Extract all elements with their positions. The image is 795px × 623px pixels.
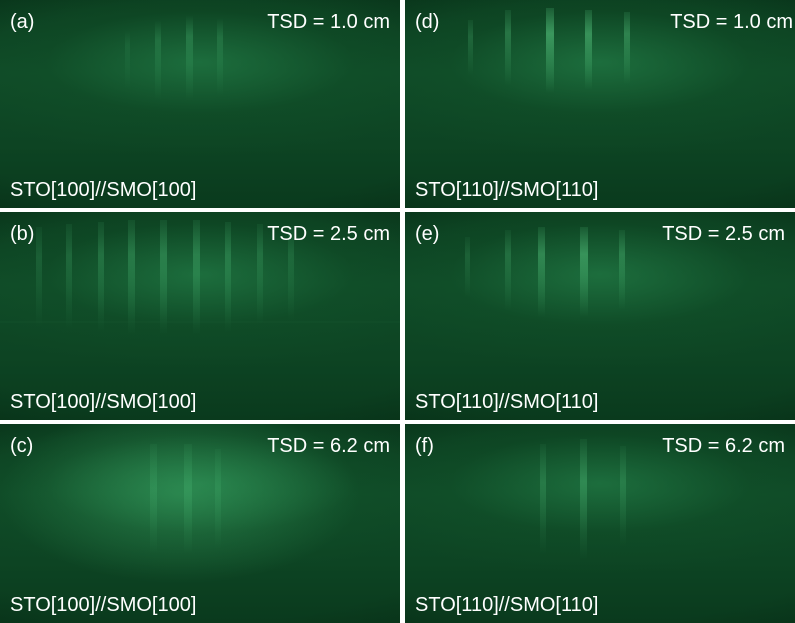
panel-letter: (a) [10,11,35,33]
diffraction-streaks [540,439,626,559]
rheed-panel-d: (d) TSD = 1.0 cm STO[110]//SMO[110] [405,0,795,208]
tsd-label: TSD = 2.5 cm [267,223,390,245]
diffraction-streaks [465,227,625,317]
diffraction-streaks [468,8,630,93]
rheed-panel-c: (c) TSD = 6.2 cm STO[100]//SMO[100] [0,424,400,623]
rheed-panel-e: (e) TSD = 2.5 cm STO[110]//SMO[110] [405,212,795,420]
orientation-label: STO[100]//SMO[100] [10,594,197,616]
panel-letter: (e) [415,223,440,245]
tsd-label: TSD = 6.2 cm [267,435,390,457]
rheed-panel-f: (f) TSD = 6.2 cm STO[110]//SMO[110] [405,424,795,623]
tsd-label: TSD = 2.5 cm [662,223,785,245]
rheed-panel-a: (a) TSD = 1.0 cm STO[100]//SMO[100] [0,0,400,208]
tsd-label: TSD = 1.0 cm [670,11,793,33]
diffraction-streaks [0,424,400,623]
orientation-label: STO[100]//SMO[100] [10,391,197,413]
panel-letter: (f) [415,435,434,457]
orientation-label: STO[110]//SMO[110] [415,391,599,413]
tsd-label: TSD = 6.2 cm [662,435,785,457]
orientation-label: STO[110]//SMO[110] [415,179,599,201]
orientation-label: STO[100]//SMO[100] [10,179,197,201]
tsd-label: TSD = 1.0 cm [267,11,390,33]
diffraction-streaks [125,15,223,100]
rheed-panel-b: (b) TSD = 2.5 cm STO[100]//SMO[100] [0,212,400,420]
panel-letter: (c) [10,435,34,457]
diffraction-streaks [0,220,400,335]
panel-letter: (b) [10,223,35,245]
panel-letter: (d) [415,11,440,33]
orientation-label: STO[110]//SMO[110] [415,594,599,616]
